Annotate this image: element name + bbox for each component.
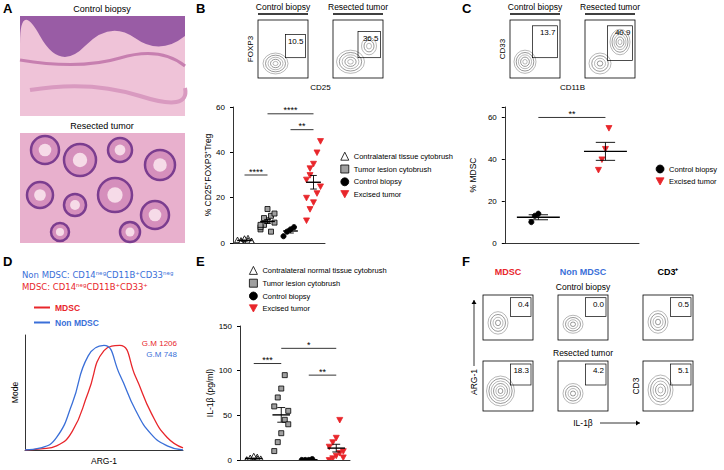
svg-text:A: A — [3, 1, 13, 16]
svg-text:% CD25⁺FOXP3⁺Treg: % CD25⁺FOXP3⁺Treg — [203, 133, 213, 216]
svg-text:D: D — [3, 254, 12, 269]
svg-text:20: 20 — [488, 197, 497, 206]
svg-text:****: **** — [283, 105, 298, 115]
svg-text:G.M 748: G.M 748 — [146, 350, 177, 359]
svg-text:***: *** — [262, 355, 273, 365]
svg-text:Excised tumor: Excised tumor — [262, 304, 310, 313]
svg-text:ARG-1: ARG-1 — [91, 456, 117, 466]
svg-text:CD3: CD3 — [631, 377, 641, 394]
svg-text:E: E — [196, 254, 205, 269]
svg-text:C: C — [462, 1, 472, 16]
svg-text:Contralateral tissue cytobrush: Contralateral tissue cytobrush — [354, 152, 453, 161]
svg-text:MDSC: MDSC — [495, 267, 522, 277]
svg-text:**: ** — [319, 367, 327, 377]
svg-text:40.9: 40.9 — [615, 28, 631, 37]
svg-text:Tumor lesion cytobrush: Tumor lesion cytobrush — [354, 165, 432, 174]
svg-text:20: 20 — [216, 193, 225, 202]
svg-text:Control biopsy: Control biopsy — [256, 2, 311, 12]
svg-text:Resected tumor: Resected tumor — [70, 121, 134, 131]
svg-text:60: 60 — [216, 103, 225, 112]
svg-text:13.7: 13.7 — [540, 28, 556, 37]
svg-text:**: ** — [568, 109, 576, 119]
svg-text:IL-1β (pg/ml): IL-1β (pg/ml) — [205, 369, 215, 418]
svg-text:MDSC: MDSC — [55, 303, 80, 313]
svg-text:% MDSC: % MDSC — [468, 158, 478, 193]
svg-text:Non MDSC: Non MDSC — [560, 267, 607, 277]
svg-text:Contralateral normal tissue cy: Contralateral normal tissue cytobrush — [262, 266, 386, 275]
svg-text:4.2: 4.2 — [593, 366, 605, 375]
svg-text:150: 150 — [219, 322, 233, 331]
svg-text:0.4: 0.4 — [518, 300, 530, 309]
svg-text:Excised tumor: Excised tumor — [354, 190, 402, 199]
svg-text:Control biopsy: Control biopsy — [508, 2, 563, 12]
svg-text:Resected tumor: Resected tumor — [328, 2, 388, 12]
svg-text:Mode: Mode — [10, 382, 20, 404]
svg-text:*: * — [307, 340, 311, 350]
svg-text:G.M 1206: G.M 1206 — [142, 339, 178, 348]
svg-text:40: 40 — [216, 148, 225, 157]
svg-text:18.3: 18.3 — [513, 366, 529, 375]
svg-text:100: 100 — [219, 366, 233, 375]
svg-text:IL-1β: IL-1β — [573, 418, 593, 428]
svg-text:0: 0 — [228, 456, 233, 465]
svg-text:F: F — [462, 254, 470, 269]
svg-text:Tumor lesion cytobrush: Tumor lesion cytobrush — [262, 279, 340, 288]
svg-text:0: 0 — [221, 239, 226, 248]
svg-text:Control biopsy: Control biopsy — [354, 177, 402, 186]
svg-text:Non MDSC: Non MDSC — [55, 318, 99, 328]
svg-text:Control biopsy: Control biopsy — [669, 165, 717, 174]
svg-text:CD25: CD25 — [310, 83, 331, 92]
svg-text:**: ** — [298, 121, 306, 131]
svg-text:40: 40 — [488, 155, 497, 164]
svg-text:Control biopsy: Control biopsy — [556, 282, 611, 292]
svg-text:Resected tumor: Resected tumor — [580, 2, 640, 12]
svg-text:10.5: 10.5 — [288, 37, 304, 46]
svg-text:B: B — [196, 1, 205, 16]
svg-text:ARG-1: ARG-1 — [469, 369, 479, 395]
svg-text:50: 50 — [223, 411, 232, 420]
svg-text:Resected tumor: Resected tumor — [553, 348, 613, 358]
svg-text:0.0: 0.0 — [593, 300, 605, 309]
svg-text:CD11B: CD11B — [560, 83, 585, 92]
svg-text:MDSC: CD14ⁿᵉᵍCD11B⁺CD33⁺: MDSC: CD14ⁿᵉᵍCD11B⁺CD33⁺ — [22, 282, 148, 292]
svg-text:****: **** — [249, 167, 264, 177]
svg-text:60: 60 — [488, 113, 497, 122]
svg-text:CD3⁺: CD3⁺ — [657, 267, 678, 277]
svg-text:Control biopsy: Control biopsy — [73, 4, 131, 14]
svg-text:5.1: 5.1 — [678, 366, 690, 375]
svg-text:Control biopsy: Control biopsy — [262, 292, 310, 301]
svg-text:0: 0 — [492, 239, 497, 248]
svg-text:36.5: 36.5 — [363, 34, 379, 43]
svg-text:0.5: 0.5 — [678, 300, 690, 309]
svg-text:CD33: CD33 — [498, 38, 507, 59]
svg-text:Excised tumor: Excised tumor — [669, 177, 717, 186]
svg-text:FOXP3: FOXP3 — [246, 35, 255, 62]
svg-text:Non MDSC: CD14ⁿᵉᵍCD11B⁺CD33ⁿᵉᵍ: Non MDSC: CD14ⁿᵉᵍCD11B⁺CD33ⁿᵉᵍ — [22, 270, 173, 280]
